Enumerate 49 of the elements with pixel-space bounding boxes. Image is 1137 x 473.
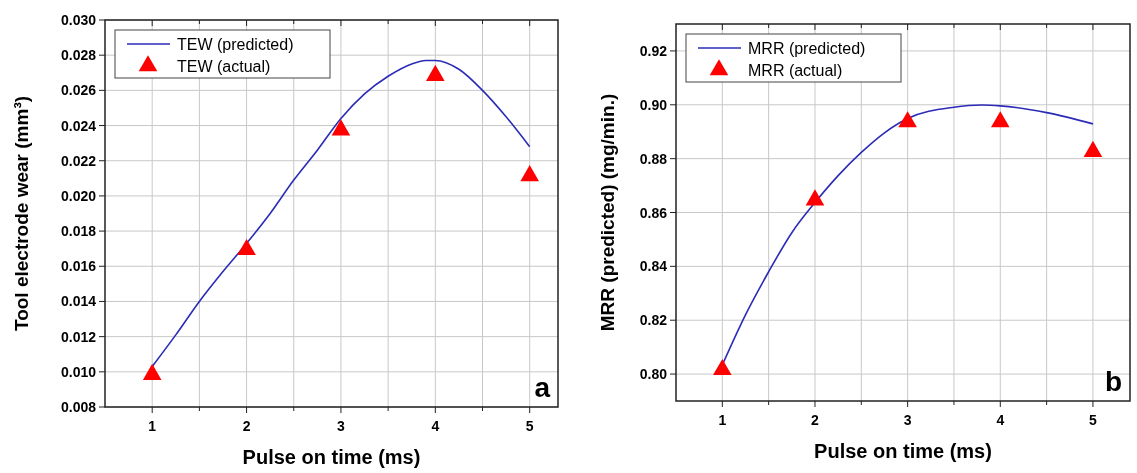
y-tick-label: 0.022 [60, 152, 97, 169]
point [520, 165, 539, 182]
legend-label: TEW (predicted) [177, 36, 294, 53]
y-tick-label: 0.012 [60, 328, 97, 345]
legend-label: MRR (actual) [748, 62, 843, 79]
x-tick-label: 3 [903, 412, 912, 428]
point [426, 64, 445, 81]
y-tick-label: 0.90 [639, 96, 668, 113]
annotation: b [1104, 366, 1122, 397]
y-axis-title: MRR (predicted) (mg/min.) [597, 93, 618, 332]
y-tick-label: 0.014 [60, 293, 97, 310]
x-tick-label: 5 [525, 418, 534, 434]
legend-label: TEW (actual) [177, 58, 271, 75]
y-tick-label: 0.86 [639, 204, 668, 221]
y-tick-label: 0.80 [639, 366, 668, 383]
x-tick-label: 2 [811, 412, 820, 428]
x-tick-label: 4 [431, 418, 440, 434]
y-axis-title: Tool electrode wear (mm³) [11, 95, 32, 332]
legend-label: MRR (predicted) [748, 40, 866, 57]
point [331, 119, 351, 136]
y-tick-label: 0.008 [60, 399, 97, 415]
y-tick-label: 0.016 [60, 258, 97, 275]
point [1083, 140, 1103, 157]
annotation: a [534, 372, 551, 403]
point [990, 111, 1010, 128]
y-tick-label: 0.88 [639, 150, 668, 167]
point [805, 189, 825, 206]
y-tick-label: 0.84 [639, 258, 668, 275]
y-tick-label: 0.018 [60, 223, 97, 240]
y-tick-label: 0.026 [60, 82, 97, 99]
x-axis-title: Pulse on time (ms) [242, 446, 421, 468]
point [898, 111, 917, 128]
x-tick-label: 3 [337, 418, 346, 434]
y-tick-label: 0.92 [639, 42, 668, 59]
x-tick-label: 5 [1089, 412, 1098, 428]
point [237, 238, 256, 256]
y-tick-label: 0.82 [639, 312, 668, 329]
x-tick-label: 1 [148, 418, 157, 434]
y-tick-label: 0.028 [60, 47, 97, 64]
y-tick-label: 0.030 [60, 12, 97, 28]
point [713, 358, 732, 376]
y-tick-label: 0.010 [60, 363, 97, 380]
x-tick-label: 1 [718, 412, 727, 428]
point [142, 363, 162, 380]
x-axis-title: Pulse on time (ms) [814, 440, 992, 462]
y-tick-label: 0.020 [60, 187, 97, 204]
x-tick-label: 4 [996, 412, 1005, 428]
y-tick-label: 0.024 [60, 117, 97, 134]
x-tick-label: 2 [242, 418, 251, 434]
